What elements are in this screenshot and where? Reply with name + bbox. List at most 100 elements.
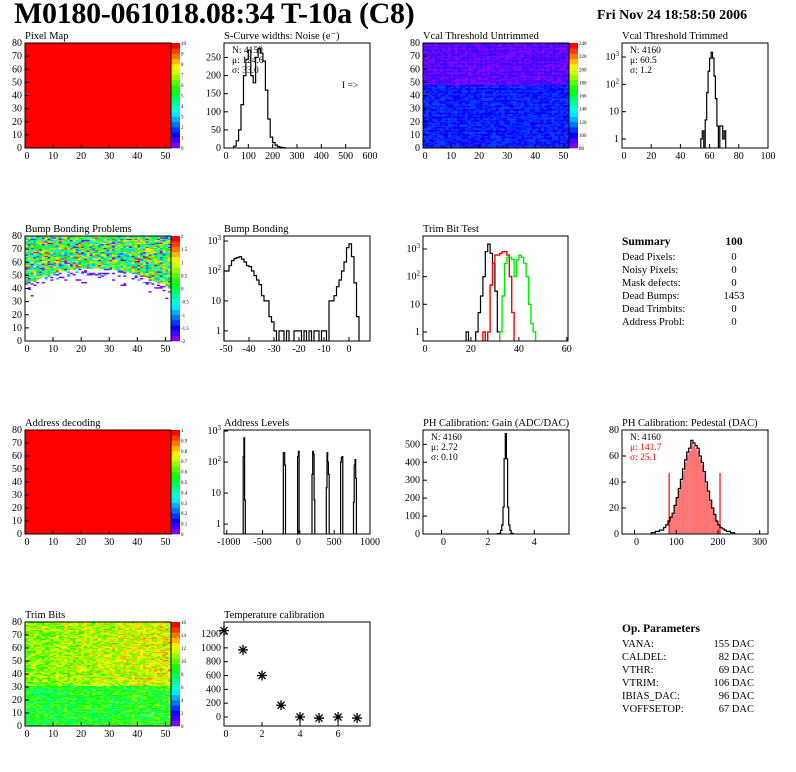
map-cell [465,103,469,105]
map-cell [434,64,438,66]
map-cell [521,99,525,101]
map-cell [549,56,553,58]
map-cell [448,45,452,48]
map-cell [490,92,494,95]
map-cell [538,129,542,132]
map-cell [501,115,505,117]
map-cell [529,52,533,54]
map-cell [425,43,429,45]
map-cell [445,95,449,97]
map-cell [451,73,455,75]
map-cell [425,108,429,111]
map-cell [540,134,544,137]
map-cell [465,116,469,118]
map-cell [459,133,463,136]
map-cell [510,70,513,73]
map-cell [27,271,31,273]
map-cell [490,121,494,124]
map-cell [442,142,446,145]
map-cell [453,109,457,112]
map-cell [98,276,101,279]
map-cell [540,115,544,117]
map-cell [560,120,564,122]
map-cell [448,128,452,130]
map-cell [431,60,435,62]
map-cell [532,112,536,115]
map-cell [552,142,556,145]
map-cell [498,85,502,87]
map-cell [493,92,497,95]
map-cell [451,88,455,91]
map-cell [473,52,477,54]
map-cell [145,271,149,273]
map-cell [465,49,469,52]
map-cell [465,74,469,76]
map-cell [504,46,508,49]
map-cell [114,268,118,271]
map-cell [563,61,567,63]
map-cell [89,266,93,268]
map-cell [423,128,426,130]
map-cell [560,138,564,141]
palette-tick-label: 200 [579,68,587,73]
map-cell [490,82,494,84]
map-cell [543,119,547,121]
map-cell [445,45,449,48]
map-cell [431,75,435,78]
map-cell [549,65,553,67]
map-cell [27,281,31,284]
map-cell [467,123,471,125]
map-cell [425,144,429,146]
map-cell [462,61,466,63]
map-cell [439,44,443,46]
map-cell [434,45,438,48]
map-cell [453,146,457,149]
map-cell [507,85,511,87]
map-cell [448,85,452,87]
map-cell [487,46,491,49]
map-cell [453,82,457,84]
map-cell [453,98,457,100]
map-cell [479,60,483,62]
map-cell [535,48,539,50]
map-cell [557,146,561,149]
map-cell [526,79,530,82]
map-cell [434,85,438,87]
map-cell [462,136,466,138]
map-cell [33,267,37,269]
map-cell [515,74,519,76]
map-cell [459,116,463,118]
map-cell [451,83,455,86]
map-cell [560,113,564,116]
map-cell [453,140,457,142]
map-cell [445,142,449,145]
map-cell [566,111,570,113]
map-cell [156,279,160,281]
map-cell [473,43,477,45]
map-cell [484,127,488,129]
map-cell [490,137,494,139]
map-cell [473,77,477,79]
map-cell [25,262,28,264]
map-cell [439,69,443,71]
map-cell [554,108,558,111]
map-cell [451,123,455,125]
map-cell [535,85,539,87]
map-cell [554,102,558,104]
map-cell [481,136,485,138]
map-cell [456,57,460,59]
map-cell [470,120,474,122]
map-cell [535,133,539,136]
map-cell [538,67,542,70]
map-cell [529,95,533,97]
map-cell [554,103,558,105]
map-cell [442,91,446,94]
map-cell [557,67,561,70]
map-cell [487,142,491,145]
map-cell [549,54,553,57]
map-cell [428,120,432,122]
map-cell [554,133,558,136]
map-cell [439,46,443,49]
map-cell [518,113,522,116]
map-cell [470,78,474,80]
